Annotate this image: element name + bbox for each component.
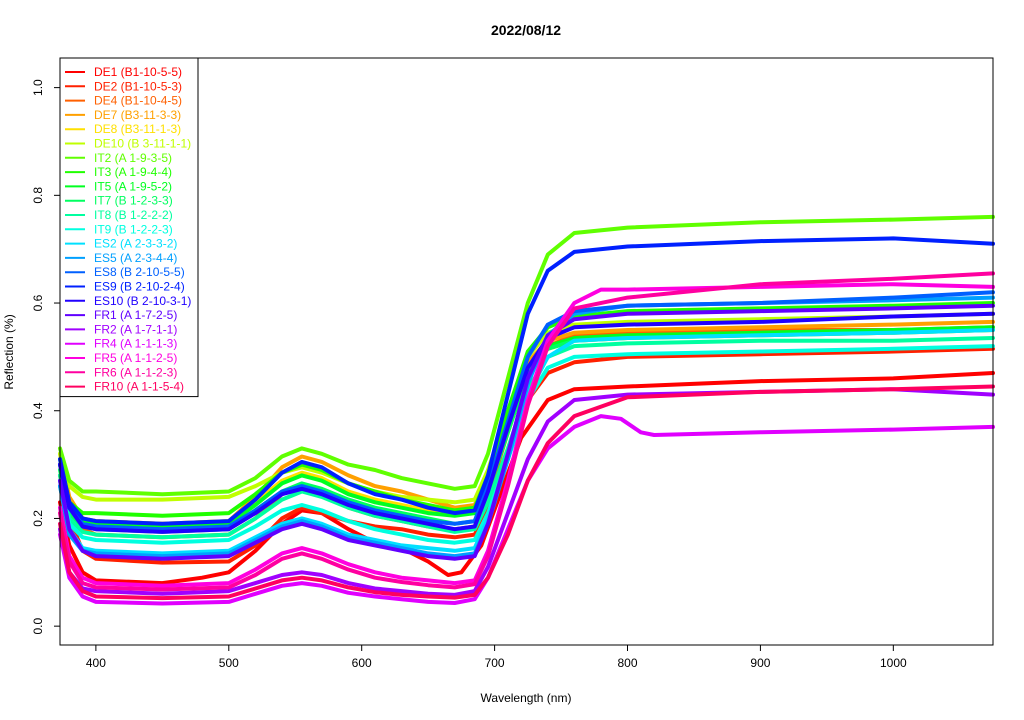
series-line-11 (58, 336, 995, 540)
y-axis: 0.0 0.2 0.4 0.6 0.8 1.0 (31, 79, 60, 634)
y-tick-label: 1.0 (31, 79, 45, 96)
series-line-6 (58, 311, 995, 505)
series-line-2 (58, 346, 995, 565)
legend-entry: FR1 (A 1-7-2-5) (94, 308, 177, 322)
legend-entry: ES9 (B 2-10-2-4) (94, 280, 185, 294)
x-axis: 400 500 600 700 800 900 1000 (86, 645, 907, 670)
series-line-13 (58, 328, 995, 556)
series-line-23 (58, 384, 995, 601)
legend-entry: ES2 (A 2-3-3-2) (94, 237, 177, 251)
legend-entry: IT9 (B 1-2-2-3) (94, 222, 173, 236)
legend-entry: DE1 (B1-10-5-5) (94, 65, 182, 79)
x-tick-label: 1000 (880, 656, 907, 670)
legend-entry: FR5 (A 1-1-2-5) (94, 351, 177, 365)
x-tick-label: 500 (219, 656, 239, 670)
series-line-21 (58, 282, 995, 588)
legend-entry: FR6 (A 1-1-2-3) (94, 365, 177, 379)
series-line-20 (58, 414, 995, 606)
y-tick-label: 0.6 (31, 294, 45, 311)
y-tick-label: 0.0 (31, 617, 45, 634)
legend-entry: DE2 (B1-10-5-3) (94, 79, 182, 93)
legend-entry: IT2 (A 1-9-3-5) (94, 151, 172, 165)
x-axis-label: Wavelength (nm) (481, 691, 572, 705)
series-line-9 (58, 325, 995, 529)
legend-entry: FR10 (A 1-1-5-4) (94, 380, 184, 394)
legend-entry: DE7 (B3-11-3-3) (94, 108, 181, 122)
legend-entry: DE8 (B3-11-1-3) (94, 122, 181, 136)
series-line-17 (58, 311, 995, 534)
legend-entry: IT8 (B 1-2-2-2) (94, 208, 173, 222)
legend-entry: IT3 (A 1-9-4-4) (94, 165, 172, 179)
legend-entry: DE10 (B 3-11-1-1) (94, 137, 191, 151)
series-line-19 (58, 387, 995, 597)
series-line-12 (58, 344, 995, 545)
y-tick-label: 0.4 (31, 402, 45, 419)
legend-entry: IT7 (B 1-2-3-3) (94, 194, 173, 208)
x-tick-label: 800 (617, 656, 637, 670)
series-layer (58, 214, 995, 606)
legend-entry: ES8 (B 2-10-5-5) (94, 265, 185, 279)
y-axis-label: Reflection (%) (2, 314, 16, 389)
legend-entry: ES5 (A 2-3-4-4) (94, 251, 177, 265)
x-tick-label: 600 (352, 656, 372, 670)
chart-title: 2022/08/12 (491, 22, 561, 38)
y-tick-label: 0.8 (31, 187, 45, 204)
series-line-16 (58, 236, 995, 526)
x-tick-label: 900 (750, 656, 770, 670)
legend-entry: FR2 (A 1-7-1-1) (94, 322, 177, 336)
x-tick-label: 400 (86, 656, 106, 670)
legend-entry: ES10 (B 2-10-3-1) (94, 294, 191, 308)
x-tick-label: 700 (485, 656, 505, 670)
y-tick-label: 0.2 (31, 510, 45, 527)
series-line-7 (58, 214, 995, 497)
series-line-18 (58, 303, 995, 561)
legend: DE1 (B1-10-5-5)DE2 (B1-10-5-3)DE4 (B1-10… (59, 57, 199, 398)
legend-entry: IT5 (A 1-9-5-2) (94, 179, 172, 193)
series-line-22 (58, 271, 995, 592)
legend-entry: DE4 (B1-10-4-5) (94, 94, 182, 108)
series-line-14 (58, 295, 995, 559)
legend-entry: FR4 (A 1-1-1-3) (94, 337, 177, 351)
